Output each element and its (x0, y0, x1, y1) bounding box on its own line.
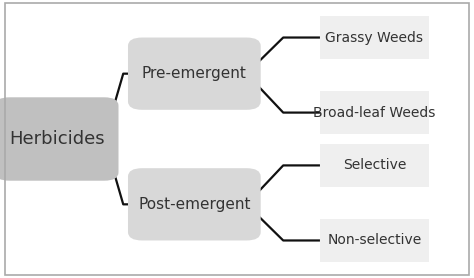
FancyBboxPatch shape (128, 38, 261, 110)
Text: Selective: Selective (343, 158, 406, 172)
FancyBboxPatch shape (320, 219, 429, 262)
Text: Broad-leaf Weeds: Broad-leaf Weeds (313, 106, 436, 120)
Text: Grassy Weeds: Grassy Weeds (326, 31, 423, 44)
Text: Post-emergent: Post-emergent (138, 197, 251, 212)
FancyBboxPatch shape (320, 16, 429, 59)
Text: Herbicides: Herbicides (9, 130, 105, 148)
FancyBboxPatch shape (320, 91, 429, 134)
FancyBboxPatch shape (320, 144, 429, 187)
FancyBboxPatch shape (0, 97, 118, 181)
FancyBboxPatch shape (128, 168, 261, 240)
Text: Non-selective: Non-selective (328, 234, 421, 247)
Text: Pre-emergent: Pre-emergent (142, 66, 247, 81)
